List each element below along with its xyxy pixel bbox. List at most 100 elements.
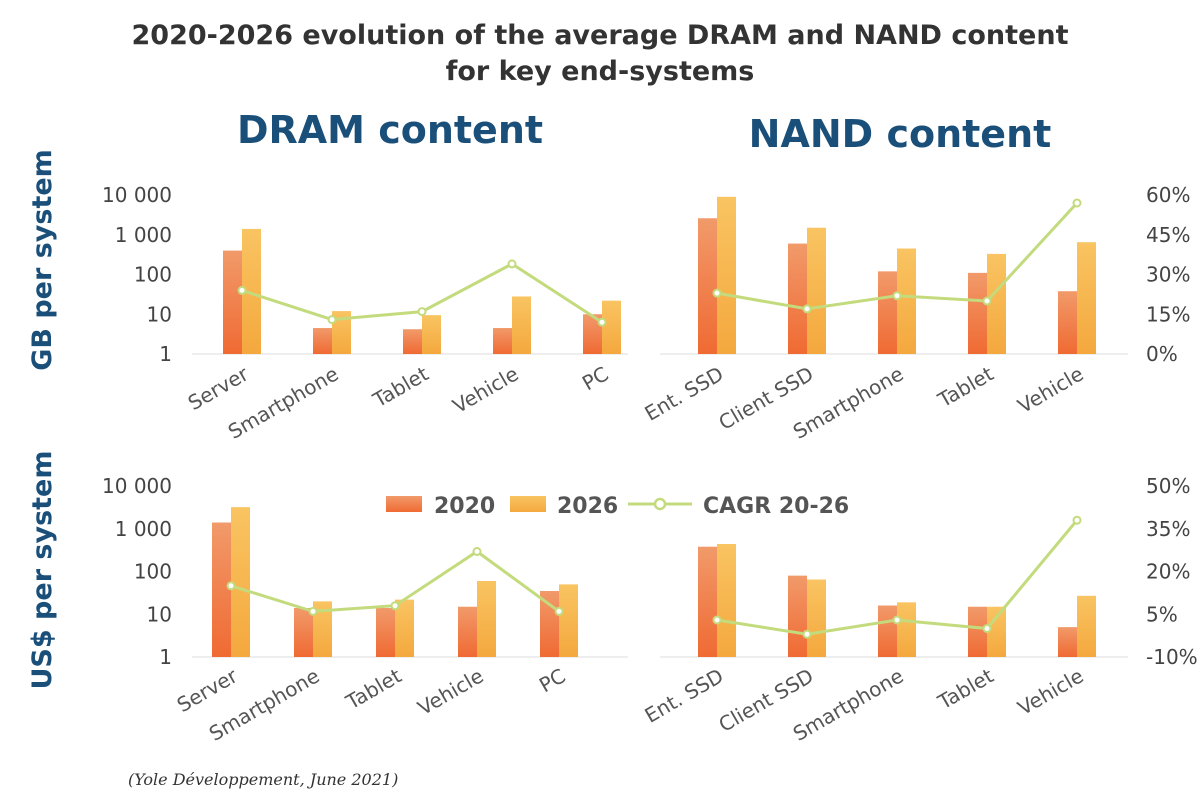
bar-2026 (987, 606, 1006, 657)
bar-2026 (717, 196, 736, 354)
category-label: Tablet (341, 663, 406, 714)
cagr-point (712, 615, 722, 625)
category-label: Tablet (368, 361, 433, 412)
bar-2020 (968, 606, 987, 657)
y2-tick-label: 30% (1146, 263, 1190, 287)
category-label: Tablet (933, 361, 998, 412)
y-tick-label: 100 (134, 263, 172, 287)
cagr-point (892, 615, 902, 625)
chart-title-line2: for key end-systems (446, 56, 755, 87)
category-label: Vehicle (414, 664, 488, 721)
usd-row-label: US$ per system (27, 450, 58, 689)
bar-2026 (807, 579, 826, 657)
nand-section-title: NAND content (749, 112, 1052, 156)
bar-2026 (242, 228, 261, 354)
bar-2026 (807, 227, 826, 354)
y2-tick-label: 50% (1146, 474, 1190, 498)
bar-2020 (493, 328, 512, 354)
y2-tick-label: 15% (1146, 302, 1190, 326)
legend-label-2026: 2026 (557, 494, 618, 519)
bar-2026 (897, 248, 916, 354)
y2-tick-label: 0% (1146, 342, 1178, 366)
bar-2020 (212, 522, 231, 657)
bar-2026 (512, 296, 531, 354)
dram-section-title: DRAM content (237, 108, 543, 152)
bar-2020 (968, 272, 987, 354)
cagr-point (1072, 515, 1082, 525)
cagr-point (1072, 198, 1082, 208)
bar-2020 (878, 271, 897, 354)
category-label: PC (578, 362, 613, 396)
cagr-point (472, 547, 482, 556)
gb-row-label: GB per system (27, 149, 58, 371)
bar-2020 (223, 250, 242, 354)
bar-2026 (897, 602, 916, 657)
bar-2026 (422, 315, 441, 354)
bar-2026 (602, 300, 621, 354)
bar-2026 (395, 599, 414, 657)
bar-2026 (559, 584, 578, 657)
cagr-point (417, 307, 427, 317)
category-label: Vehicle (1014, 362, 1088, 419)
y-tick-label: 1 000 (115, 223, 172, 247)
y-tick-label: 100 (134, 560, 172, 584)
bar-2020 (698, 546, 717, 657)
category-label: Tablet (933, 663, 998, 714)
bar-2020 (583, 314, 602, 354)
legend-marker-cagr (653, 497, 667, 511)
bar-2026 (231, 507, 250, 657)
y2-tick-label: 20% (1146, 560, 1190, 584)
legend: 2020 2026 CAGR 20-26 (386, 494, 849, 519)
source-note: (Yole Développement, June 2021) (128, 770, 398, 789)
category-label: Vehicle (1014, 664, 1088, 721)
bar-2020 (376, 608, 395, 657)
y-tick-label: 10 000 (102, 183, 172, 207)
y2-tick-label: -10% (1146, 645, 1198, 669)
cagr-point (237, 285, 247, 295)
category-label: Ent. SSD (640, 664, 727, 728)
category-label: Server (184, 361, 253, 415)
cagr-point (327, 315, 337, 325)
bar-2020 (1058, 627, 1077, 657)
bar-2020 (788, 575, 807, 657)
chart-title-line1: 2020-2026 evolution of the average DRAM … (132, 20, 1069, 51)
cagr-point (802, 629, 812, 639)
y2-tick-label: 35% (1146, 517, 1190, 541)
bar-2020 (403, 329, 422, 354)
bar-2020 (313, 328, 332, 354)
legend-label-2020: 2020 (434, 494, 495, 519)
bar-2026 (313, 601, 332, 657)
bar-2020 (458, 606, 477, 657)
cagr-point (892, 291, 902, 301)
bar-2026 (987, 253, 1006, 354)
cagr-point (390, 601, 400, 611)
bar-2026 (1077, 242, 1096, 354)
cagr-point (982, 624, 992, 633)
y-tick-label: 1 (159, 342, 172, 366)
legend-label-cagr: CAGR 20-26 (703, 494, 849, 519)
bar-2026 (477, 580, 496, 657)
y-tick-label: 10 (147, 602, 172, 626)
cagr-point (507, 259, 517, 269)
y-tick-label: 10 (147, 302, 172, 326)
bar-2020 (788, 243, 807, 354)
legend-swatch-2020 (386, 496, 422, 512)
cagr-point (226, 581, 236, 591)
cagr-point (982, 296, 992, 306)
legend-swatch-2026 (510, 496, 546, 512)
category-label: Ent. SSD (640, 362, 727, 426)
bar-2020 (1058, 291, 1077, 354)
bar-2020 (698, 218, 717, 354)
y-tick-label: 1 000 (115, 517, 172, 541)
cagr-point (554, 606, 564, 616)
bar-2026 (717, 543, 736, 657)
y2-tick-label: 5% (1146, 602, 1178, 626)
y2-tick-label: 60% (1146, 183, 1190, 207)
category-label: PC (535, 664, 570, 698)
bar-2020 (878, 605, 897, 657)
cagr-point (712, 288, 722, 298)
